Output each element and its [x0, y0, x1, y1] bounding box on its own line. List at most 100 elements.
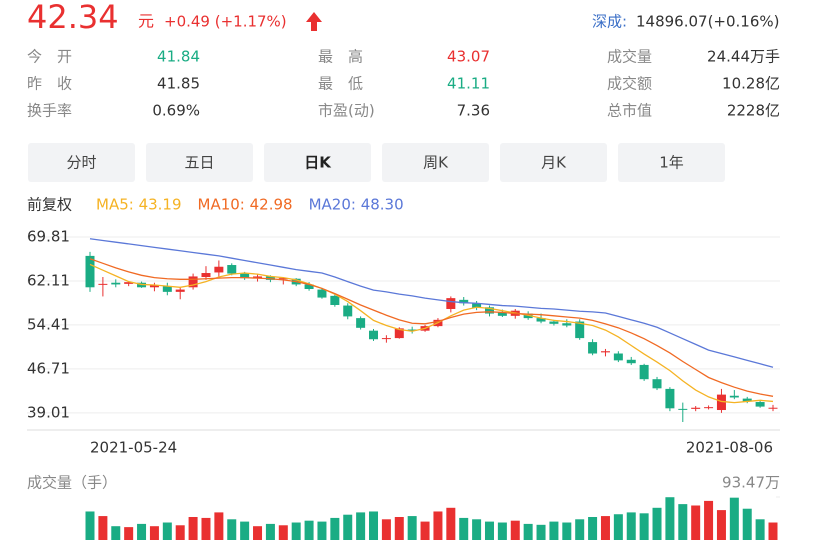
price-change: +0.49 (+1.17%) — [164, 13, 287, 31]
candle-body — [549, 321, 559, 324]
candle-body — [678, 408, 688, 410]
x-tick-label: 2021-05-24 — [90, 439, 177, 457]
volume-title: 成交量（手） — [27, 474, 117, 492]
candle-body — [600, 351, 610, 353]
volume-bar — [162, 522, 172, 540]
candle-body — [639, 364, 649, 380]
tab-label[interactable]: 日K — [304, 154, 332, 172]
candle-body — [472, 303, 482, 308]
candle-body — [188, 276, 198, 288]
volume-bar — [240, 521, 250, 540]
tab[interactable] — [28, 143, 135, 182]
ma-line — [89, 258, 774, 397]
candle-body — [742, 398, 752, 402]
candle-body — [227, 265, 237, 274]
candle-body — [562, 323, 572, 326]
candle-body — [729, 395, 739, 398]
stat-value: 24.44万手 — [707, 48, 780, 66]
volume-bar — [716, 510, 726, 540]
stat-value: 41.11 — [447, 75, 490, 93]
tab-label[interactable]: 五日 — [184, 154, 214, 172]
volume-bar — [652, 507, 662, 540]
stat-label: 成交量 — [607, 48, 652, 66]
candle-body — [214, 266, 224, 273]
volume-bar — [626, 512, 636, 540]
tab-label[interactable]: 周K — [423, 154, 449, 172]
candle-body — [124, 282, 134, 284]
tab[interactable] — [146, 143, 253, 182]
volume-bar — [98, 516, 108, 540]
tab-label[interactable]: 1年 — [659, 154, 684, 172]
legend-entry: MA20: 48.30 — [309, 196, 404, 214]
volume-bar — [484, 521, 494, 540]
candle-body — [497, 312, 507, 316]
volume-bar — [265, 523, 275, 540]
candle-body — [768, 407, 778, 409]
volume-bar — [755, 519, 765, 540]
candle-body — [704, 407, 714, 409]
candle-body — [446, 298, 456, 309]
tab-label[interactable]: 月K — [541, 154, 567, 172]
candle-body — [575, 321, 585, 339]
stat-value: 7.36 — [457, 102, 490, 120]
volume-bar — [253, 526, 263, 540]
x-tick-label: 2021-08-06 — [686, 439, 773, 457]
volume-bar — [472, 519, 482, 540]
volume-bar — [729, 497, 739, 540]
volume-bar — [381, 519, 391, 540]
legend-entry: MA5: 43.19 — [96, 196, 182, 214]
tab-label[interactable]: 分时 — [66, 154, 96, 172]
volume-bar — [278, 525, 288, 540]
volume-bar — [317, 521, 327, 540]
candle-body — [484, 307, 494, 314]
tab[interactable] — [382, 143, 489, 182]
candle-body — [111, 282, 121, 285]
stat-label: 成交额 — [607, 75, 652, 93]
candle-body — [304, 284, 314, 290]
volume-bar — [330, 517, 340, 540]
candle-body — [85, 255, 95, 288]
volume-bar — [575, 519, 585, 540]
candle-body — [613, 353, 623, 361]
candle-body — [665, 388, 675, 409]
volume-bar — [665, 497, 675, 540]
volume-bar — [562, 522, 572, 540]
volume-bar — [510, 520, 520, 540]
stat-value: 41.84 — [157, 48, 200, 66]
up-arrow — [306, 12, 322, 31]
stat-label: 最 高 — [318, 48, 363, 66]
adjust-label: 前复权 — [27, 196, 72, 214]
volume-bar — [137, 523, 147, 540]
stat-label: 总市值 — [607, 102, 652, 120]
volume-bar — [343, 514, 353, 540]
candle-body — [278, 278, 288, 280]
candle-body — [716, 394, 726, 411]
volume-bar — [124, 527, 134, 540]
candle-body — [459, 299, 469, 304]
tab[interactable] — [264, 143, 371, 182]
volume-bar — [85, 511, 95, 540]
volume-bar — [768, 522, 778, 540]
stat-value: 2228亿 — [727, 102, 780, 120]
volume-bar — [214, 512, 224, 540]
candle-body — [588, 342, 598, 354]
stat-label: 换手率 — [27, 102, 72, 120]
candle-body — [652, 379, 662, 389]
stat-value: 0.69% — [152, 102, 200, 120]
candle-body — [98, 283, 108, 285]
tab[interactable] — [618, 143, 725, 182]
candle-body — [536, 318, 546, 322]
candle-body — [317, 289, 327, 298]
volume-bar — [678, 504, 688, 540]
volume-bar — [523, 523, 533, 540]
tab[interactable] — [500, 143, 607, 182]
candle-body — [369, 330, 379, 340]
volume-bar — [291, 522, 301, 540]
volume-bar — [600, 516, 610, 540]
y-tick-label: 46.71 — [27, 359, 70, 377]
candle-body — [626, 359, 636, 364]
volume-bar — [369, 511, 379, 540]
volume-bar — [549, 521, 559, 540]
